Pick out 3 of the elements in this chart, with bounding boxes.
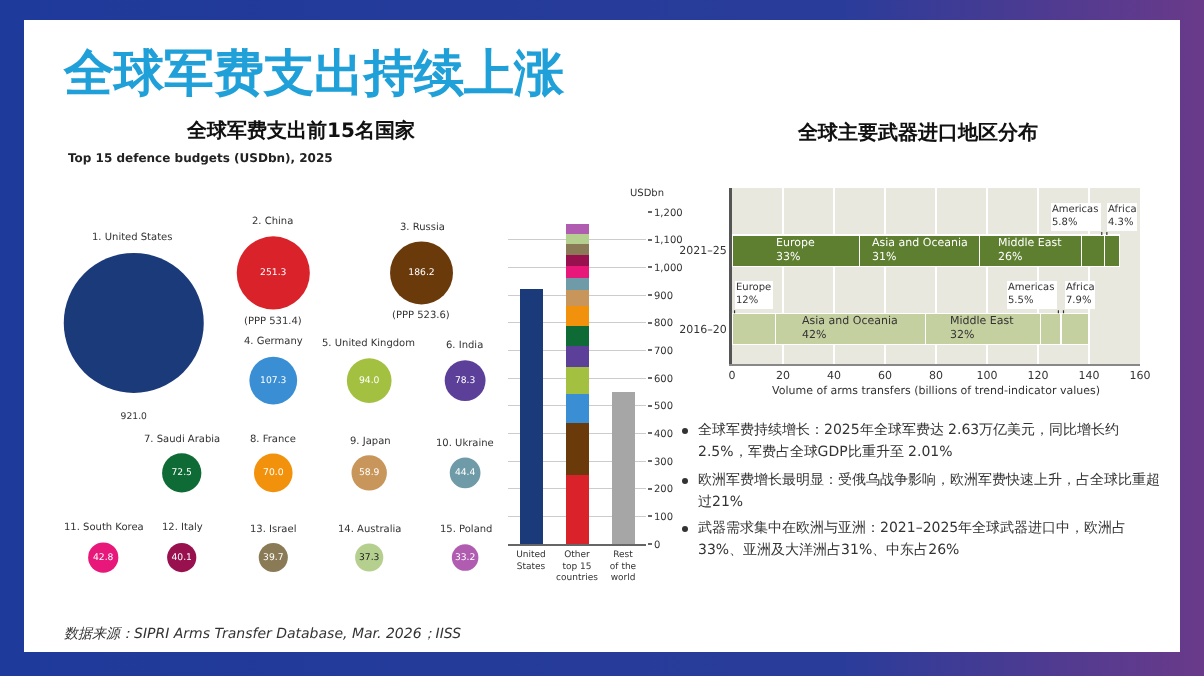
- text: 全球军费支出持续上涨: [64, 42, 564, 106]
- chart-title: 全球主要武器进口地区分布: [796, 121, 1038, 145]
- text: 全球军费支出前15名国家: [185, 119, 415, 144]
